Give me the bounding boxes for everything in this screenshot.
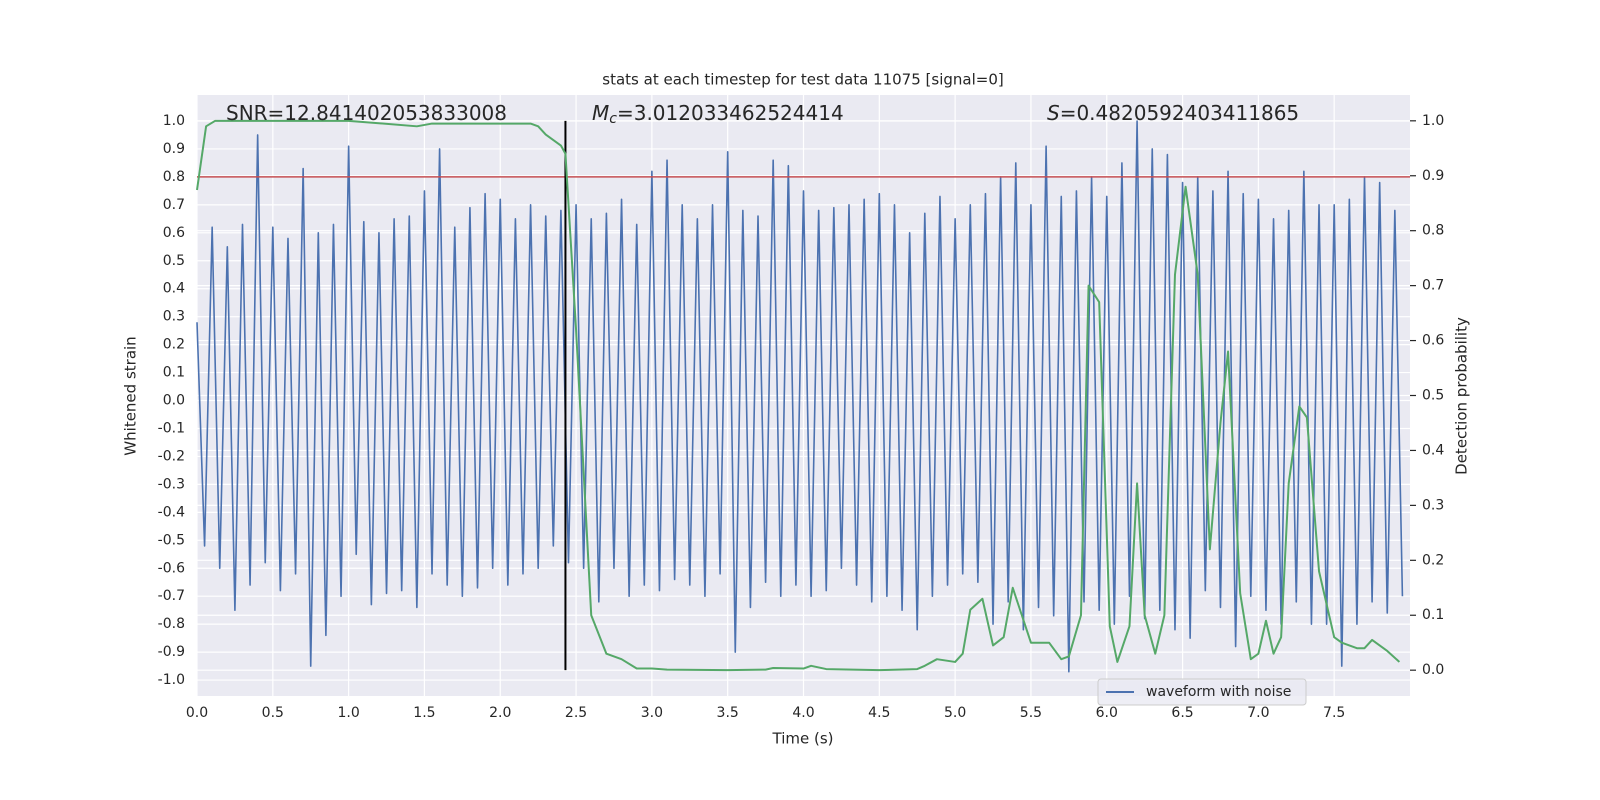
y-tick-label: 0.9 xyxy=(163,141,185,157)
y-tick-label: 0.6 xyxy=(163,225,185,241)
x-tick-label: 2.5 xyxy=(565,705,587,721)
y-tick-label: -0.8 xyxy=(158,616,185,632)
x-tick-label: 5.5 xyxy=(1020,705,1042,721)
y2-tick-label: 1.0 xyxy=(1422,113,1444,129)
y2-tick-label: 0.0 xyxy=(1422,662,1444,678)
y2-tick-label: 0.3 xyxy=(1422,497,1444,513)
y-tick-label: 0.4 xyxy=(163,281,185,297)
x-tick-label: 1.0 xyxy=(337,705,359,721)
x-tick-label: 5.0 xyxy=(944,705,966,721)
annotation-symbol: S xyxy=(1047,101,1060,125)
y-tick-label: 0.3 xyxy=(163,309,185,325)
x-tick-label: 7.5 xyxy=(1323,705,1345,721)
y-tick-label: 1.0 xyxy=(163,113,185,129)
y2-tick-label: 0.2 xyxy=(1422,552,1444,568)
x-tick-label: 6.5 xyxy=(1171,705,1193,721)
chart-title: stats at each timestep for test data 110… xyxy=(602,71,1003,89)
y2-tick-label: 0.9 xyxy=(1422,168,1444,184)
y-tick-label: -0.9 xyxy=(158,644,185,660)
annotation: S=0.4820592403411865 xyxy=(1047,101,1299,125)
waveform-line xyxy=(196,120,1404,673)
annotation-subscript: c xyxy=(609,111,617,127)
y2-tick-label: 0.7 xyxy=(1422,278,1444,294)
x-tick-label: 4.5 xyxy=(868,705,890,721)
annotation-symbol: M xyxy=(592,101,609,125)
annotation: Mc=3.012033462524414 xyxy=(592,101,844,128)
annotation-text: =0.4820592403411865 xyxy=(1060,101,1299,125)
y2-tick-label: 0.4 xyxy=(1422,442,1444,458)
annotation: SNR=12.841402053833008 xyxy=(226,101,507,125)
x-tick-label: 0.0 xyxy=(186,705,208,721)
x-tick-label: 4.0 xyxy=(792,705,814,721)
y-tick-label: -0.2 xyxy=(158,448,185,464)
x-tick-label: 7.0 xyxy=(1247,705,1269,721)
y-axis-label: Whitened strain xyxy=(122,336,140,455)
x-tick-label: 0.5 xyxy=(262,705,284,721)
y-tick-label: -0.7 xyxy=(158,588,185,604)
y-tick-label: 0.2 xyxy=(163,337,185,353)
y-tick-label: 0.5 xyxy=(163,253,185,269)
annotation-text: SNR=12.841402053833008 xyxy=(226,101,507,125)
y-tick-label: -0.5 xyxy=(158,532,185,548)
y-tick-label: -0.3 xyxy=(158,476,185,492)
legend-box xyxy=(1097,678,1307,706)
y2-tick-label: 0.6 xyxy=(1422,333,1444,349)
y-tick-label: -0.4 xyxy=(158,504,185,520)
y2-tick-label: 0.5 xyxy=(1422,388,1444,404)
x-tick-label: 6.0 xyxy=(1096,705,1118,721)
y-tick-label: 0.1 xyxy=(163,365,185,381)
y-tick-label: -0.1 xyxy=(158,420,185,436)
x-tick-label: 1.5 xyxy=(413,705,435,721)
annotation-text: =3.012033462524414 xyxy=(617,101,844,125)
y-tick-label: 0.7 xyxy=(163,197,185,213)
x-tick-label: 2.0 xyxy=(489,705,511,721)
probability-line xyxy=(196,119,1401,672)
y2-axis-label: Detection probability xyxy=(1453,317,1471,475)
y-tick-label: 0.8 xyxy=(163,169,185,185)
y2-tick-label: 0.1 xyxy=(1422,607,1444,623)
x-tick-label: 3.0 xyxy=(641,705,663,721)
y2-tick-label: 0.8 xyxy=(1422,223,1444,239)
legend-label: waveform with noise xyxy=(1146,684,1291,700)
y-tick-label: -1.0 xyxy=(158,672,185,688)
y-tick-label: -0.6 xyxy=(158,560,185,576)
x-tick-label: 3.5 xyxy=(717,705,739,721)
y-tick-label: 0.0 xyxy=(163,393,185,409)
x-axis-label: Time (s) xyxy=(772,730,834,748)
